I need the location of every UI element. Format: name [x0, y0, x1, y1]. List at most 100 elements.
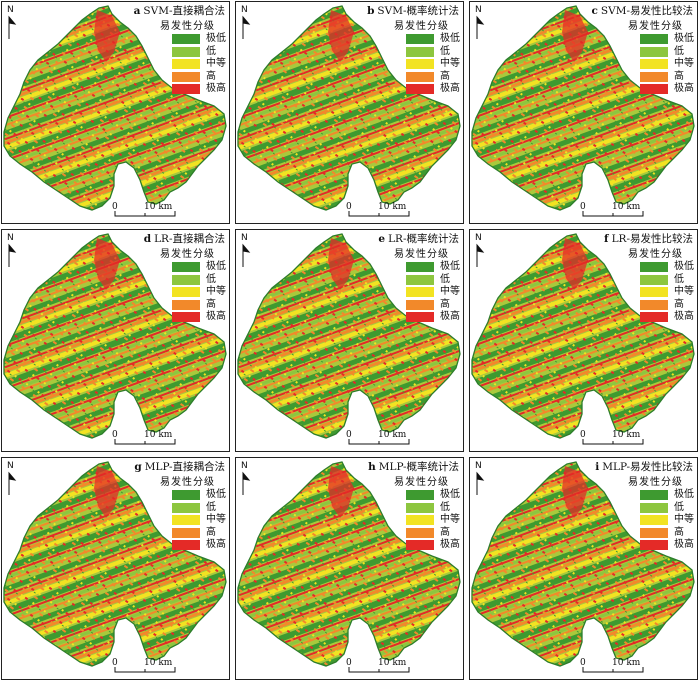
legend-label: 极高: [674, 83, 694, 94]
legend-label: 极低: [674, 489, 694, 500]
scale-bar: 0 10 km: [346, 430, 428, 448]
legend-item: 高: [172, 299, 229, 312]
scale-bar: 0 10 km: [112, 430, 194, 448]
legend-item: 中等: [640, 286, 697, 299]
north-arrow: N: [474, 461, 486, 495]
panel-title: e LR-概率统计法: [236, 232, 459, 246]
legend-label: 低: [440, 501, 450, 513]
legend-swatch: [640, 34, 668, 44]
legend-swatch: [406, 59, 434, 69]
legend-item: 极高: [640, 311, 697, 324]
legend-item: 高: [640, 527, 697, 540]
legend-item: 极高: [172, 83, 229, 96]
north-arrow-icon: [8, 15, 17, 39]
legend-swatch: [406, 84, 434, 94]
north-label: N: [475, 5, 482, 15]
legend-item: 极低: [172, 489, 229, 502]
legend-label: 低: [206, 273, 216, 285]
scale-bar: 0 10 km: [580, 202, 662, 220]
legend-item: 中等: [406, 58, 463, 71]
legend-item: 极高: [406, 311, 463, 324]
legend-item: 低: [406, 45, 463, 59]
north-label: N: [475, 461, 482, 471]
panel-letter: c: [591, 5, 598, 17]
panel-letter: i: [595, 461, 600, 473]
legend-label: 极高: [674, 539, 694, 550]
legend: 易发性分级 极低低中等高极高: [384, 248, 463, 324]
legend-item: 中等: [172, 58, 229, 71]
scale-start-label: 0: [346, 202, 352, 212]
scale-end-label: 10 km: [378, 430, 407, 440]
scale-start-label: 0: [346, 658, 352, 668]
legend-item: 极低: [172, 261, 229, 274]
legend-item: 中等: [406, 514, 463, 527]
legend-label: 极低: [674, 33, 694, 44]
legend-item: 低: [406, 274, 463, 287]
legend-label: 高: [440, 70, 450, 82]
legend-item: 中等: [172, 286, 229, 299]
panel-letter: b: [367, 5, 375, 17]
panel-title: b SVM-概率统计法: [236, 4, 459, 18]
legend-item: 低: [406, 501, 463, 515]
legend-label: 极高: [440, 83, 460, 94]
scale-bar: 0 10 km: [112, 658, 194, 676]
panel-title: d LR-直接耦合法: [2, 232, 225, 246]
panel-title: c SVM-易发性比较法: [470, 4, 693, 18]
panel-title: f LR-易发性比较法: [470, 232, 693, 246]
legend-label: 低: [206, 501, 216, 513]
legend-item: 高: [406, 299, 463, 312]
legend-label: 极低: [206, 33, 226, 44]
legend-label: 高: [206, 70, 216, 82]
legend: 易发性分级 极低低中等高极高: [150, 20, 229, 96]
legend-item: 极高: [640, 83, 697, 96]
legend-swatch: [640, 274, 668, 285]
legend-swatch: [172, 515, 200, 525]
legend-label: 极低: [206, 261, 226, 272]
legend-label: 极高: [440, 539, 460, 550]
legend-title: 易发性分级: [394, 249, 449, 260]
legend-swatch: [640, 59, 668, 69]
legend-swatch: [172, 262, 200, 272]
legend-item: 极高: [172, 539, 229, 552]
scale-start-label: 0: [112, 430, 118, 440]
legend-label: 低: [206, 45, 216, 57]
legend-swatch: [172, 299, 200, 310]
legend-item: 中等: [406, 286, 463, 299]
legend-label: 极高: [206, 311, 226, 322]
legend-label: 极低: [440, 261, 460, 272]
legend-label: 中等: [440, 286, 460, 297]
legend-item: 中等: [640, 514, 697, 527]
legend-label: 中等: [674, 514, 694, 525]
legend-title: 易发性分级: [628, 477, 683, 488]
legend-label: 低: [440, 45, 450, 57]
legend-swatch: [172, 59, 200, 69]
scale-end-label: 10 km: [378, 202, 407, 212]
legend-item: 高: [172, 527, 229, 540]
scale-start-label: 0: [112, 202, 118, 212]
legend-label: 低: [674, 273, 684, 285]
legend-swatch: [406, 527, 434, 538]
scale-start-label: 0: [346, 430, 352, 440]
legend-swatch: [640, 502, 668, 513]
scale-bar-line: [114, 211, 176, 217]
legend-item: 极低: [406, 489, 463, 502]
legend: 易发性分级 极低低中等高极高: [150, 248, 229, 324]
legend-item: 低: [172, 501, 229, 515]
scale-end-label: 10 km: [612, 202, 641, 212]
legend-swatch: [640, 515, 668, 525]
legend-swatch: [406, 34, 434, 44]
legend-swatch: [172, 312, 200, 322]
scale-bar: 0 10 km: [580, 430, 662, 448]
legend-swatch: [172, 274, 200, 285]
panel-title-text: SVM-直接耦合法: [143, 5, 225, 17]
legend-item: 极高: [172, 311, 229, 324]
legend-swatch: [406, 490, 434, 500]
scale-bar-line: [348, 439, 410, 445]
legend-swatch: [406, 262, 434, 272]
scale-bar: 0 10 km: [580, 658, 662, 676]
north-arrow-icon: [242, 471, 251, 495]
